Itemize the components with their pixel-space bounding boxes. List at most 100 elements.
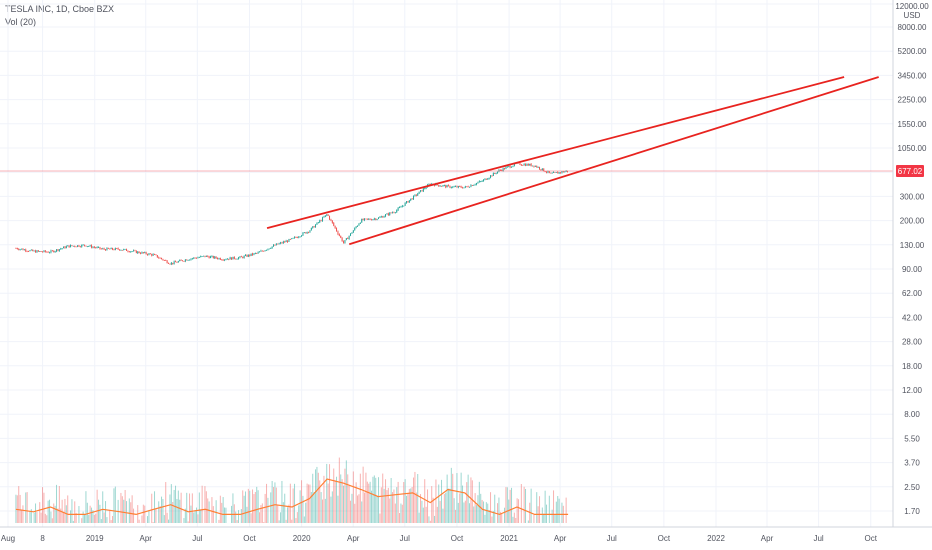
- price-axis[interactable]: USD 8000.00 5200.00 3450.00 2250.00 1550.00 1…: [892, 0, 932, 527]
- volume-indicator-label[interactable]: Vol (20): [5, 17, 37, 27]
- symbol-label[interactable]: TESLA INC, 1D, Cboe BZX: [5, 4, 115, 14]
- volume-bar: [509, 489, 511, 523]
- volume-bar: [302, 495, 304, 523]
- candle-body: [131, 251, 133, 253]
- candle-body: [273, 244, 275, 247]
- candle-body: [322, 217, 324, 221]
- candle-body: [103, 248, 105, 250]
- candle-body: [159, 257, 161, 259]
- volume-bar: [43, 492, 45, 523]
- candle-body: [306, 231, 308, 234]
- time-axis[interactable]: Aug 8 2019 Apr Jul Oct 2020 Apr Jul Oct 2021 Apr Jul…: [0, 526, 932, 550]
- volume-bar: [250, 513, 252, 523]
- candle-body: [557, 172, 559, 174]
- candle-body: [519, 162, 521, 165]
- volume-bar: [260, 505, 262, 523]
- candle-body: [358, 223, 360, 226]
- volume-bar: [414, 471, 416, 523]
- candle-body: [394, 212, 396, 214]
- volume-bar: [120, 492, 122, 523]
- trendlines[interactable]: [266, 76, 879, 246]
- volume-bar: [555, 501, 557, 523]
- candle-body: [417, 193, 419, 196]
- candle-body: [414, 194, 416, 196]
- candle-body: [64, 246, 66, 249]
- candle-body: [365, 218, 367, 220]
- volume-bar: [124, 490, 126, 523]
- candle-body: [63, 246, 65, 249]
- volume-bar: [256, 486, 258, 523]
- candle-body: [361, 219, 363, 223]
- candle-body: [253, 253, 255, 255]
- volume-bar: [75, 512, 77, 523]
- volume-bar: [84, 514, 86, 523]
- volume-bar: [168, 519, 170, 523]
- candle-body: [105, 249, 107, 251]
- candle-body: [196, 257, 198, 259]
- volume-bar: [407, 493, 409, 523]
- candle-body: [144, 252, 146, 254]
- volume-bar: [456, 473, 458, 523]
- candle-body: [211, 256, 213, 257]
- candle-body: [260, 250, 262, 252]
- trendline-upper[interactable]: [266, 76, 845, 229]
- candle-body: [469, 186, 471, 188]
- candle-body: [296, 237, 298, 239]
- volume-bar: [15, 494, 17, 523]
- candle-body: [336, 228, 338, 232]
- volume-bar: [492, 511, 494, 523]
- candle-body: [254, 253, 256, 254]
- volume-bar: [565, 497, 567, 523]
- candle-body: [175, 261, 177, 263]
- volume-bar: [142, 504, 144, 523]
- volume-bar: [295, 518, 297, 523]
- volume-bar: [389, 498, 391, 523]
- volume-bar: [291, 519, 293, 523]
- volume-bar: [264, 493, 266, 523]
- volume-bar: [158, 501, 160, 523]
- candle-body: [197, 257, 199, 259]
- candle-body: [256, 253, 258, 254]
- candle-body: [228, 258, 230, 260]
- volume-bar: [298, 505, 300, 523]
- candle-body: [50, 250, 52, 253]
- candle-body: [443, 185, 445, 187]
- volume-bar: [553, 490, 555, 523]
- candle-body: [246, 254, 248, 257]
- candle-body: [345, 238, 347, 241]
- volume-bar: [334, 480, 336, 523]
- candle-body: [389, 212, 391, 216]
- candle-body: [194, 257, 196, 259]
- settings-corner[interactable]: [897, 531, 927, 545]
- candle-body: [266, 249, 268, 251]
- candle-body: [239, 256, 241, 258]
- current-price-label: 677.02: [898, 167, 923, 176]
- candle-body: [313, 226, 315, 228]
- candle-body: [249, 254, 251, 256]
- volume-bar: [113, 488, 115, 523]
- candle-body: [393, 212, 395, 214]
- volume-bar: [387, 487, 389, 523]
- y-tick-label: 1550.00: [898, 120, 927, 129]
- candle-body: [473, 184, 475, 186]
- volume-bar: [204, 486, 206, 523]
- candle-body: [268, 248, 270, 250]
- candle-body: [399, 207, 401, 208]
- volume-bar: [282, 502, 284, 523]
- volume-bar: [343, 485, 345, 523]
- candle-body: [462, 187, 464, 189]
- x-tick-label: Jul: [813, 534, 823, 543]
- candle-body: [152, 254, 154, 256]
- candle-body: [142, 252, 144, 253]
- candle-body: [242, 256, 244, 258]
- volume-bar: [469, 503, 471, 523]
- volume-bar: [393, 489, 395, 523]
- volume-bar: [309, 484, 311, 523]
- volume-bar: [386, 490, 388, 523]
- volume-bar: [462, 485, 464, 523]
- candle-body: [263, 250, 265, 252]
- volume-bar: [219, 495, 221, 523]
- trendline-lower[interactable]: [348, 76, 879, 246]
- candle-body: [57, 249, 59, 251]
